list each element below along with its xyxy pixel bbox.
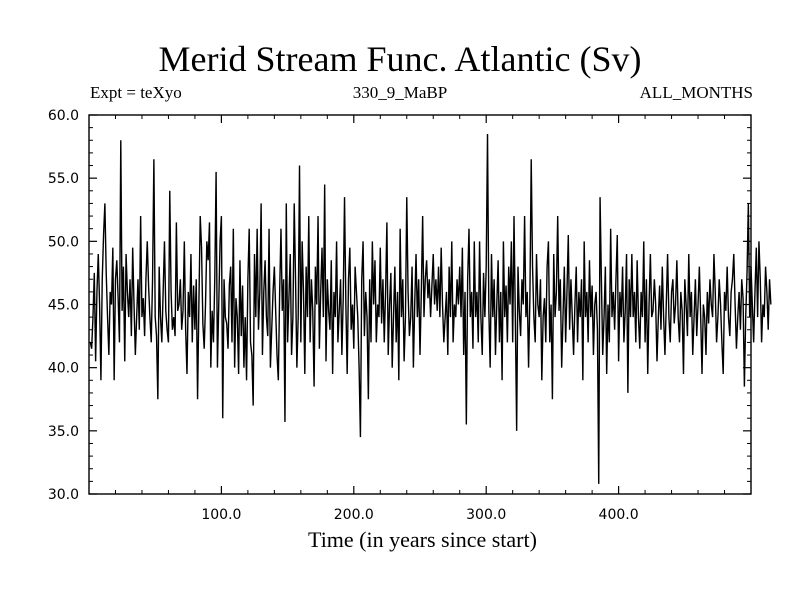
y-tick-label: 60.0 bbox=[48, 108, 79, 124]
y-tick-label: 55.0 bbox=[48, 171, 79, 187]
experiment-label: Expt = teXyo bbox=[90, 83, 182, 102]
months-label: ALL_MONTHS bbox=[639, 83, 753, 102]
chart-title: Merid Stream Func. Atlantic (Sv) bbox=[158, 39, 642, 79]
y-tick-label: 50.0 bbox=[48, 234, 79, 250]
x-axis-label: Time (in years since start) bbox=[308, 527, 537, 552]
y-tick-label: 30.0 bbox=[48, 487, 79, 503]
x-tick-label: 100.0 bbox=[201, 507, 241, 523]
y-tick-label: 40.0 bbox=[48, 361, 79, 377]
x-axis: 100.0 200.0 300.0 400.0 bbox=[114, 115, 726, 523]
x-tick-label: 200.0 bbox=[334, 507, 374, 523]
y-tick-label: 45.0 bbox=[48, 298, 79, 314]
period-label: 330_9_MaBP bbox=[352, 83, 448, 102]
series-line bbox=[89, 133, 772, 484]
y-tick-label: 35.0 bbox=[48, 424, 79, 440]
x-tick-label: 400.0 bbox=[599, 507, 639, 523]
x-tick-label: 300.0 bbox=[466, 507, 506, 523]
